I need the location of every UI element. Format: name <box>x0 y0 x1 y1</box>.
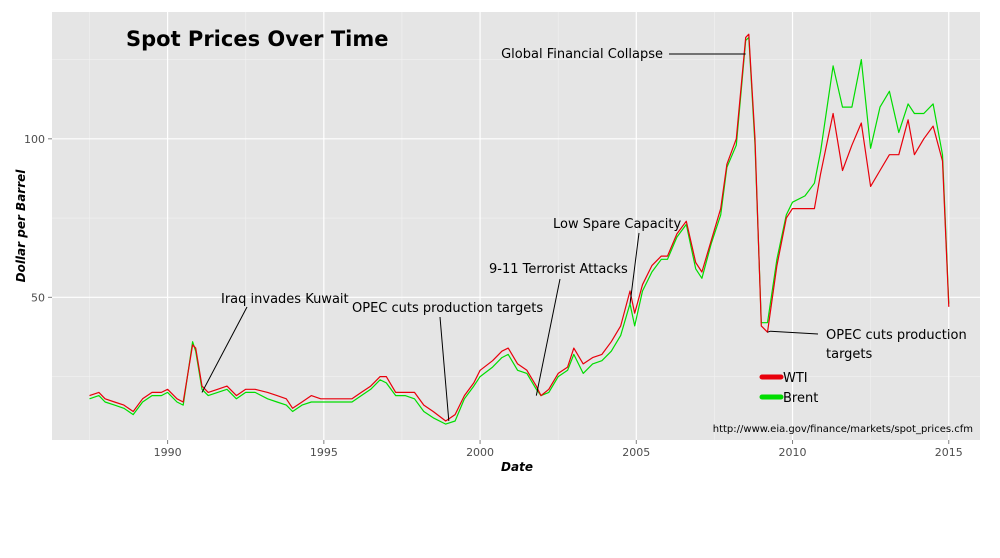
chart-title: Spot Prices Over Time <box>126 27 388 51</box>
annotation-line <box>767 330 819 335</box>
grid <box>52 12 980 440</box>
x-axis-title: Date <box>501 460 533 474</box>
legend-label-brent: Brent <box>783 391 818 406</box>
x-tick-label: 1995 <box>310 446 338 459</box>
x-tick-label: 2000 <box>466 446 494 459</box>
series-line-wti <box>89 33 950 422</box>
legend: WTI Brent <box>759 371 818 406</box>
x-tick-label: 2005 <box>622 446 650 459</box>
annotation-label: OPEC cuts production <box>826 328 967 343</box>
annotation: OPEC cuts production targets <box>767 328 967 362</box>
annotation: Low Spare Capacity <box>553 217 682 304</box>
axes: 1990 1995 2000 2005 2010 2015 50 100 <box>24 133 963 459</box>
x-tick-label: 1990 <box>154 446 182 459</box>
series-line-brent <box>89 36 950 425</box>
annotation-line <box>535 278 561 396</box>
annotation-line <box>629 232 640 304</box>
annotation-label: Low Spare Capacity <box>553 217 682 232</box>
annotation-label: Iraq invades Kuwait <box>221 292 349 307</box>
annotation-label: Global Financial Collapse <box>501 47 663 62</box>
x-tick-label: 2010 <box>779 446 807 459</box>
annotation: OPEC cuts production targets <box>352 301 543 422</box>
annotation-line <box>201 306 248 393</box>
annotation: 9-11 Terrorist Attacks <box>489 262 628 396</box>
y-tick-label: 50 <box>31 291 45 304</box>
annotation-line <box>439 316 450 422</box>
y-tick-label: 100 <box>24 133 45 146</box>
annotation-label: OPEC cuts production targets <box>352 301 543 316</box>
series-layer <box>89 33 950 425</box>
y-axis-title: Dollar per Barrel <box>14 169 28 283</box>
annotation: Iraq invades Kuwait <box>201 292 349 393</box>
plot-panel <box>52 12 980 440</box>
annotation: Global Financial Collapse <box>501 47 746 62</box>
annotation-label: targets <box>826 347 873 362</box>
annotation-label: 9-11 Terrorist Attacks <box>489 262 628 277</box>
legend-label-wti: WTI <box>783 371 808 386</box>
x-tick-label: 2015 <box>935 446 963 459</box>
source-label: http://www.eia.gov/finance/markets/spot_… <box>713 424 973 435</box>
